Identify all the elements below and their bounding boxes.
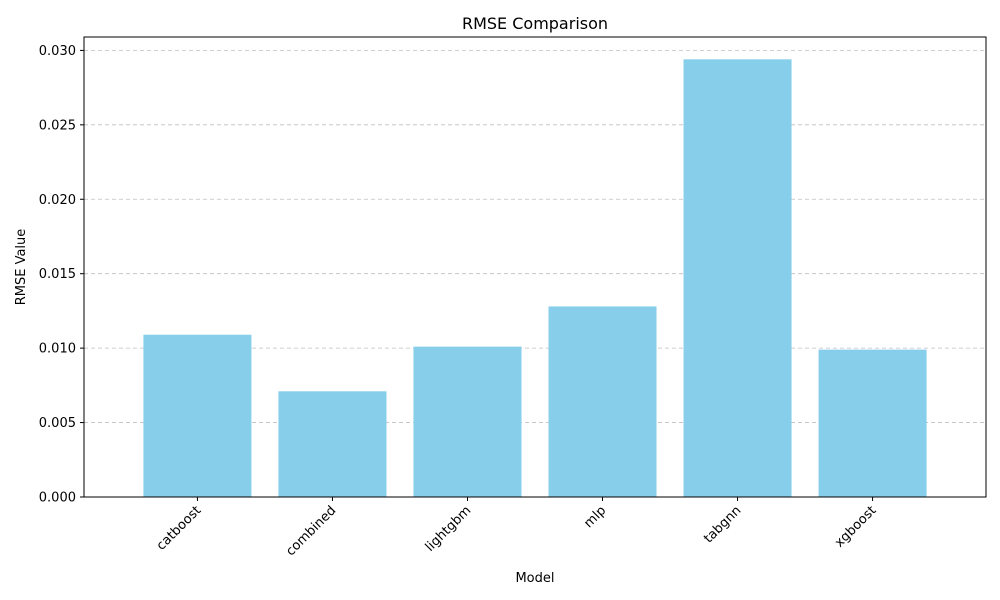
y-tick-label: 0.030 bbox=[39, 44, 76, 59]
chart-title: RMSE Comparison bbox=[462, 14, 608, 33]
y-axis-label: RMSE Value bbox=[14, 229, 29, 306]
x-tick-label-xgboost: xgboost bbox=[832, 503, 879, 550]
y-tick-label: 0.005 bbox=[39, 416, 76, 431]
x-tick-label-tabgnn: tabgnn bbox=[701, 503, 744, 546]
x-axis-label: Model bbox=[515, 571, 554, 586]
x-tick-label-lightgbm: lightgbm bbox=[423, 503, 475, 555]
y-tick-label: 0.015 bbox=[39, 267, 76, 282]
bar-xgboost bbox=[818, 349, 927, 497]
x-tick-label-catboost: catboost bbox=[154, 503, 204, 553]
y-tick-label: 0.020 bbox=[39, 193, 76, 208]
x-tick-label-mlp: mlp bbox=[581, 503, 609, 531]
y-tick-label: 0.025 bbox=[39, 118, 76, 133]
y-axis: 0.000 0.005 0.010 0.015 0.020 0.025 0.030 bbox=[39, 44, 84, 506]
x-axis: catboost combined lightgbm mlp tabgnn xgboost bbox=[154, 497, 879, 559]
bar-mlp bbox=[548, 306, 657, 497]
bar-combined bbox=[278, 391, 387, 497]
plot-frame bbox=[83, 36, 987, 498]
bar-catboost bbox=[143, 334, 252, 497]
x-tick-label-combined: combined bbox=[283, 503, 339, 559]
y-tick-label: 0.010 bbox=[39, 342, 76, 357]
bar-lightgbm bbox=[413, 346, 522, 497]
bar-tabgnn bbox=[683, 59, 792, 497]
y-tick-label: 0.000 bbox=[39, 491, 76, 506]
bars-layer bbox=[143, 59, 927, 497]
